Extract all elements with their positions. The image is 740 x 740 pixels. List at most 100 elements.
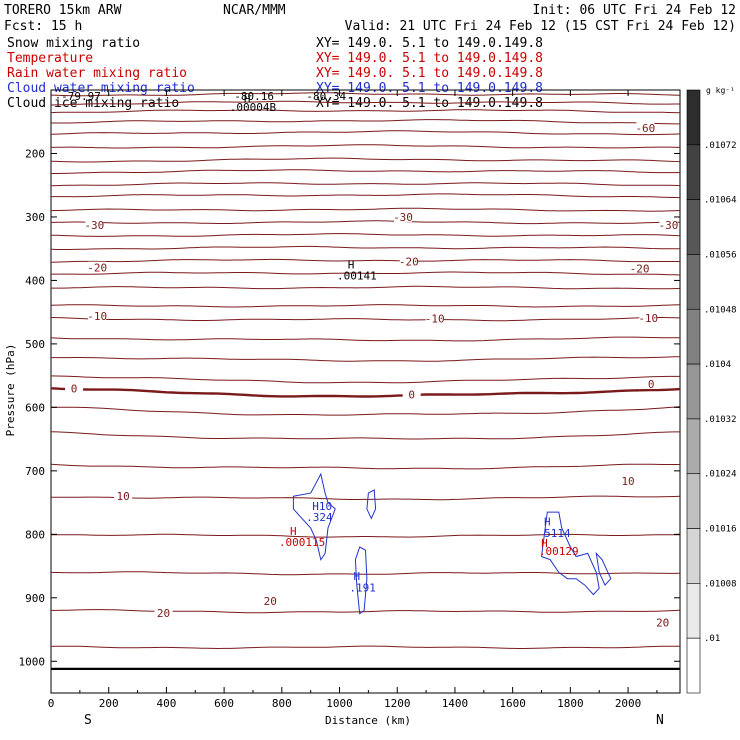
label-bg [154, 607, 173, 619]
colorbar-label: .01008 [704, 579, 737, 589]
x-tick-label: 0 [48, 697, 55, 710]
colorbar-label: .01072 [704, 141, 737, 151]
y-tick-label: 700 [25, 465, 45, 478]
temperature-isotherm [50, 92, 681, 97]
field-xy: XY= 149.0. 5.1 to 149.0.149.8 [316, 51, 543, 66]
extremum-label: H [244, 92, 251, 105]
label-bg [261, 594, 280, 606]
plot-frame [50, 89, 681, 694]
isotherm-label: 10 [117, 490, 130, 503]
label-bg [394, 210, 413, 222]
temperature-isotherm [50, 431, 680, 440]
isotherm-label: -20 [399, 255, 419, 268]
colorbar-segment [686, 473, 701, 529]
temperature-isotherm [50, 533, 681, 538]
field-xy: XY= 149.0. 5.1 to 149.0.149.8 [316, 81, 543, 96]
top-value-label: -80.16 [234, 90, 274, 103]
extremum-label: H10 [312, 500, 332, 513]
y-tick-label: 200 [25, 147, 45, 160]
colorbar-segment [686, 583, 701, 639]
field-xy: XY= 149.0. 5.1 to 149.0.149.8 [316, 66, 543, 81]
colorbar-segment [686, 363, 701, 420]
colorbar-label: .01056 [704, 250, 737, 260]
cloud-water-contour [366, 489, 377, 520]
x-tick-label: 400 [156, 697, 176, 710]
direction-south: S [84, 713, 92, 728]
x-tick-label: 200 [99, 697, 119, 710]
forecast-hour: Fcst: 15 h [4, 19, 82, 34]
cloud-water-contour [540, 511, 600, 596]
colorbar-segment [686, 308, 701, 365]
extremum-label: .00141 [337, 269, 377, 282]
temperature-isotherm [50, 144, 681, 149]
isotherm-label: 20 [656, 617, 669, 630]
colorbar: .01 .01008 .01016 .01024 .01032 .0104 .01048 .0… [686, 89, 737, 694]
temperature-isotherm [50, 317, 681, 322]
isotherm-label: -30 [393, 211, 413, 224]
x-tick-label: 1800 [557, 697, 584, 710]
temperature-isotherm [51, 119, 680, 125]
field-xy: XY= 149.0. 5.1 to 149.0.149.8 [316, 36, 543, 51]
temperature-isotherm [50, 233, 681, 237]
label-bg [399, 255, 418, 267]
x-tick-label: 1600 [499, 697, 526, 710]
colorbar-label: .01048 [704, 305, 737, 315]
temperature-isotherm [50, 100, 680, 106]
temperature-isotherm [50, 304, 681, 308]
extremum-label: H [354, 570, 361, 583]
isotherm-label: 20 [264, 595, 277, 608]
isotherm-label: -20 [630, 262, 650, 275]
isotherm-label: -10 [638, 312, 658, 325]
temperature-isotherm [50, 130, 681, 136]
temperature-isotherm [51, 193, 681, 199]
y-tick-label: 900 [25, 592, 45, 605]
model-title: TORERO 15km ARW [4, 3, 122, 18]
direction-north: N [656, 713, 664, 728]
x-tick-label: 1200 [384, 697, 411, 710]
temperature-isotherm [50, 220, 680, 225]
label-bg [88, 261, 107, 273]
extremum-label: .00004B [230, 101, 277, 114]
x-tick-label: 1000 [326, 697, 353, 710]
label-bg [636, 122, 655, 134]
isotherm-label: 0 [648, 378, 655, 391]
x-tick-label: 800 [272, 697, 292, 710]
isotherm-label: -10 [425, 313, 445, 326]
temperature-isotherm [50, 375, 680, 384]
extremum-label: H [544, 516, 551, 529]
extremum-label: H [541, 537, 548, 550]
cloud-water-contour [354, 546, 368, 615]
temperature-isotherm [50, 463, 680, 470]
temperature-isotherm [50, 109, 681, 114]
valid-time: Valid: 21 UTC Fri 24 Feb 12 (15 CST Fri … [345, 19, 736, 34]
temperature-isotherm [50, 336, 680, 342]
field-name: Rain water mixing ratio [7, 66, 187, 81]
top-value-label: -80.34 [306, 90, 346, 103]
label-bg [619, 474, 638, 486]
colorbar-segment [686, 199, 701, 255]
label-bg [402, 388, 421, 400]
x-tick-label: 1400 [442, 697, 469, 710]
colorbar-label: .01024 [704, 470, 737, 480]
colorbar-label: .01064 [704, 196, 737, 206]
colorbar-segment [686, 637, 701, 694]
isotherm-label: -30 [84, 219, 104, 232]
temperature-isotherm [51, 609, 681, 614]
temperature-isotherm [50, 387, 681, 398]
colorbar-segment [686, 89, 701, 146]
colorbar-label: .01016 [704, 525, 737, 535]
label-bg [639, 311, 658, 323]
temperature-contours [50, 92, 681, 670]
extremum-label: .324 [306, 511, 333, 524]
isotherm-label: -60 [635, 122, 655, 135]
x-tick-label: 600 [214, 697, 234, 710]
label-bg [65, 382, 84, 394]
isotherm-label: 10 [621, 475, 634, 488]
field-name: Temperature [7, 51, 93, 66]
label-bg [114, 490, 133, 502]
colorbar-label: .0104 [704, 360, 731, 370]
extremum-label: H [290, 525, 297, 538]
x-tick-label: 2000 [615, 697, 642, 710]
label-bg [425, 312, 444, 324]
